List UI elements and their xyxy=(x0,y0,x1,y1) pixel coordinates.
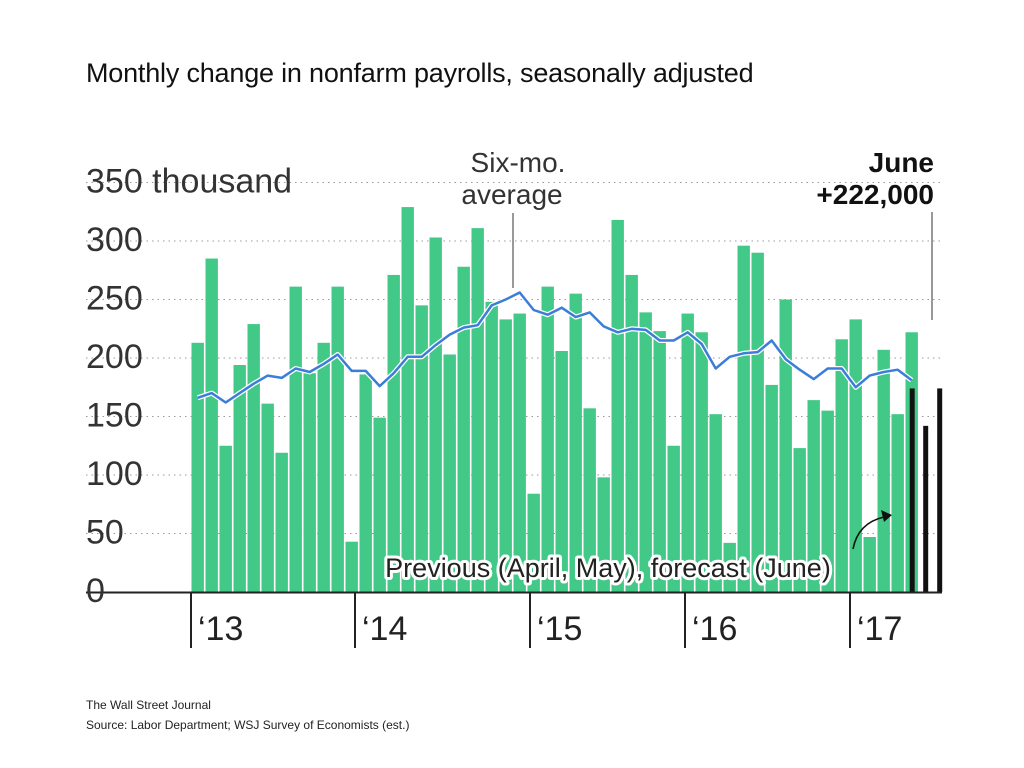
bar xyxy=(247,324,260,592)
bar xyxy=(849,319,862,592)
bar xyxy=(695,332,708,592)
bar xyxy=(471,228,484,592)
forecast-series xyxy=(909,388,943,592)
bar xyxy=(261,403,274,592)
annotations: Six-mo.average June+222,000 Previous (Apri… xyxy=(382,147,934,586)
y-tick-label: 150 xyxy=(86,397,143,435)
y-tick-label: 100 xyxy=(86,455,143,493)
bar xyxy=(751,252,764,592)
bar xyxy=(415,305,428,592)
bar xyxy=(891,414,904,592)
bar xyxy=(835,339,848,592)
bar xyxy=(653,331,666,592)
forecast-bar xyxy=(937,388,943,592)
bar xyxy=(485,301,498,592)
bar xyxy=(331,286,344,592)
average-line xyxy=(197,291,913,404)
bar-series xyxy=(191,207,918,593)
june-label-value: +222,000 xyxy=(816,179,934,210)
bar xyxy=(807,400,820,592)
june-label-month: June xyxy=(869,147,934,178)
y-tick-label: 300 xyxy=(86,221,143,259)
bar xyxy=(275,452,288,592)
y-tick-label: 200 xyxy=(86,338,143,376)
bar xyxy=(681,313,694,592)
bar xyxy=(877,349,890,592)
y-tick-label: 250 xyxy=(86,280,143,318)
bar xyxy=(639,312,652,592)
y-tick-label: 350 thousand xyxy=(86,163,292,201)
bar xyxy=(233,365,246,592)
bar xyxy=(583,408,596,592)
average-label-line2: average xyxy=(461,179,562,210)
year-tick-label: ‘14 xyxy=(362,610,407,648)
bar xyxy=(555,350,568,592)
bar xyxy=(191,342,204,592)
x-tick-labels: ‘13 ‘14 ‘15 ‘16 ‘17 xyxy=(190,593,902,648)
bar xyxy=(863,537,876,592)
bar xyxy=(765,384,778,592)
bar xyxy=(205,258,218,592)
bar xyxy=(303,373,316,592)
bar xyxy=(541,286,554,592)
bar xyxy=(709,414,722,592)
bar xyxy=(373,417,386,592)
bar xyxy=(779,299,792,592)
previous-forecast-arrow xyxy=(852,516,885,550)
bar xyxy=(457,266,470,592)
bar xyxy=(611,219,624,592)
bar xyxy=(625,274,638,592)
bar xyxy=(345,541,358,592)
bar xyxy=(527,493,540,592)
bar xyxy=(569,293,582,592)
chart-title: Monthly change in nonfarm payrolls, seas… xyxy=(86,58,754,88)
bar xyxy=(513,313,526,592)
forecast-bar xyxy=(923,425,929,592)
bar xyxy=(317,342,330,592)
bar xyxy=(443,354,456,592)
bar xyxy=(737,245,750,592)
footer-source: Source: Labor Department; WSJ Survey of … xyxy=(86,718,410,732)
bar xyxy=(219,445,232,592)
y-tick-label: 0 xyxy=(86,572,105,610)
bar xyxy=(499,319,512,592)
bar xyxy=(401,207,414,592)
year-tick-label: ‘15 xyxy=(537,610,582,648)
bar xyxy=(359,374,372,592)
year-tick-label: ‘17 xyxy=(857,610,902,648)
arrowhead-icon xyxy=(881,510,892,522)
footer-publisher: The Wall Street Journal xyxy=(86,698,211,712)
bar xyxy=(723,542,736,592)
bar xyxy=(793,448,806,592)
bar xyxy=(667,445,680,592)
bar xyxy=(597,477,610,592)
year-tick-label: ‘13 xyxy=(198,610,243,648)
year-tick-label: ‘16 xyxy=(692,610,737,648)
previous-forecast-label: Previous (April, May), forecast (June) xyxy=(385,553,831,583)
average-label-line1: Six-mo. xyxy=(471,147,566,178)
bar xyxy=(289,286,302,592)
y-tick-label: 50 xyxy=(86,514,124,552)
y-tick-labels: 0 50 100 150 200 250 300 350 thousand xyxy=(86,163,292,611)
average-line-series xyxy=(196,290,914,405)
bar xyxy=(821,410,834,592)
bar xyxy=(429,237,442,593)
bar xyxy=(387,274,400,592)
forecast-bar xyxy=(909,388,915,592)
